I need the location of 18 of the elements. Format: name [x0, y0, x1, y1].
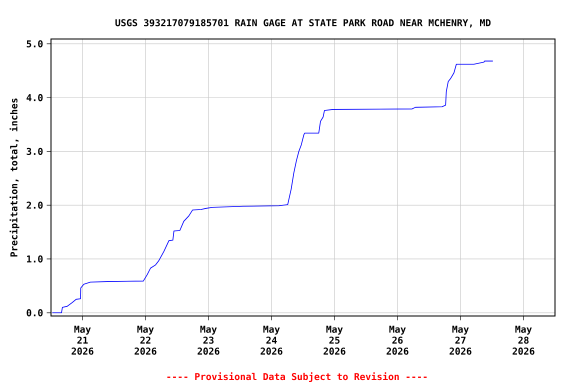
y-tick-label: 3.0	[26, 148, 43, 155]
x-tick-label: May 28 2026	[512, 326, 534, 355]
y-tick-label: 4.0	[26, 94, 43, 102]
x-tick-label: May 27 2026	[450, 326, 472, 355]
x-tick-label: May 21 2026	[72, 326, 94, 355]
chart-title: USGS 393217079185701 RAIN GAGE AT STATE PARK ROAD NEAR MCHENRY, MD	[115, 19, 491, 28]
y-tick-label: 2.0	[26, 202, 43, 209]
y-tick-label: 0.0	[26, 309, 43, 316]
x-tick-label: May 23 2026	[198, 326, 220, 355]
y-tick-label: 1.0	[27, 255, 43, 263]
x-tick-label: May 25 2026	[324, 326, 346, 355]
y-axis-title: Precipitation, total, inches	[10, 98, 20, 257]
line-series	[52, 60, 494, 314]
x-tick-label: May 22 2026	[134, 326, 156, 355]
y-tick-label: 5.0	[26, 40, 43, 48]
x-tick-label: May 24 2026	[260, 326, 282, 355]
x-tick-label: May 26 2026	[386, 326, 408, 355]
text: ---- Provisional Data Subject to Revision ----	[167, 372, 427, 382]
